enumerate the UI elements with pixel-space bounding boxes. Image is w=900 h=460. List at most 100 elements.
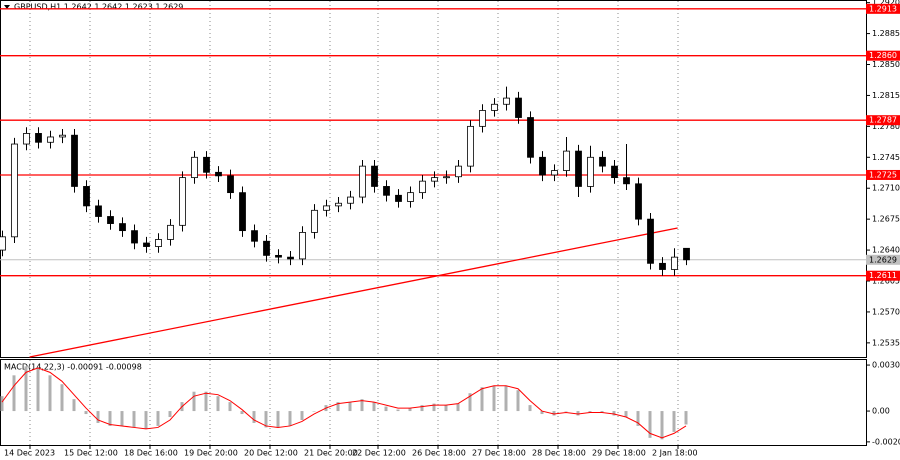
level-label: 1.2725: [869, 170, 897, 179]
macd-bar: [384, 406, 388, 412]
x-tick-label: 28 Dec 18:00: [532, 449, 586, 458]
level-label-box: [866, 50, 900, 61]
macd-bar: [168, 411, 172, 418]
candle-body: [611, 165, 618, 179]
macd-bar: [288, 411, 292, 426]
candle-body: [119, 223, 126, 232]
macd-bar: [492, 385, 496, 412]
macd-bar: [648, 411, 652, 438]
macd-bar: [420, 405, 424, 412]
candle-body: [35, 133, 42, 143]
macd-bar: [84, 411, 88, 415]
candle-body: [227, 175, 234, 194]
candle-body: [575, 150, 582, 187]
y-tick-label: 1.2640: [872, 246, 900, 255]
macd-bar: [60, 384, 64, 412]
x-tick-label: 29 Dec 18:00: [592, 449, 646, 458]
x-tick-label: 15 Dec 12:00: [64, 449, 118, 458]
candle-body: [23, 133, 30, 145]
candle-body: [419, 180, 426, 194]
x-tick-label: 18 Dec 16:00: [124, 449, 178, 458]
macd-bar: [228, 402, 232, 412]
candle-body: [323, 205, 330, 211]
candle-body: [431, 177, 438, 182]
candle-body: [203, 156, 210, 173]
macd-bar: [432, 403, 436, 412]
macd-bar: [588, 411, 592, 413]
y-tick-label: 1.2675: [872, 215, 900, 224]
candle-body: [635, 183, 642, 220]
candle-body: [311, 209, 318, 233]
macd-bar: [600, 411, 604, 413]
y-tick-label: 1.2920: [872, 0, 900, 7]
candle-body: [59, 134, 66, 138]
macd-title: MACD(14,22,3) -0.00091 -0.00098: [4, 363, 142, 372]
macd-bar: [336, 402, 340, 412]
macd-bar: [444, 405, 448, 412]
macd-bar: [120, 411, 124, 426]
macd-bar: [624, 411, 628, 418]
candle-body: [263, 240, 270, 256]
macd-bar: [456, 403, 460, 412]
candle-body: [287, 256, 294, 260]
macd-bar: [660, 411, 664, 440]
candle-body: [215, 171, 222, 177]
macd-bar: [72, 399, 76, 412]
x-tick-label: 22 Dec 12:00: [352, 449, 406, 458]
macd-bar: [516, 390, 520, 412]
candle-body: [491, 103, 498, 111]
candle-body: [527, 117, 534, 158]
macd-bar: [240, 411, 244, 415]
candle-body: [11, 143, 18, 238]
candle-body: [395, 194, 402, 202]
macd-bar: [24, 366, 28, 412]
macd-bar: [144, 411, 148, 429]
x-tick-label: 27 Dec 18:00: [472, 449, 526, 458]
macd-bar: [540, 411, 544, 415]
level-label-box: [866, 115, 900, 126]
y-tick-label: 1.2885: [872, 29, 900, 38]
y-tick-label: -0.00207: [872, 437, 900, 446]
candle-body: [143, 242, 150, 247]
macd-bar: [636, 411, 640, 426]
macd-bar: [276, 411, 280, 428]
last-price-label: 1.2629: [869, 255, 897, 264]
macd-bar: [300, 411, 304, 420]
candle-body: [95, 205, 102, 217]
candle-body: [683, 247, 690, 261]
y-tick-label: 1.2815: [872, 91, 900, 100]
candle-body: [539, 156, 546, 176]
macd-bar: [564, 411, 568, 412]
candle-body: [503, 97, 510, 105]
macd-bar: [156, 411, 160, 426]
macd-bar: [468, 393, 472, 412]
candle-body: [479, 110, 486, 127]
y-tick-label: 1.2570: [872, 307, 900, 316]
candle-body: [623, 177, 630, 185]
macd-bar: [48, 375, 52, 412]
candle-body: [467, 125, 474, 167]
candle-body: [515, 97, 522, 118]
x-tick-label: 19 Dec 20:00: [184, 449, 238, 458]
macd-bar: [528, 405, 532, 412]
candle-body: [563, 150, 570, 171]
x-tick-label: 21 Dec 20:00: [304, 449, 358, 458]
candle-body: [251, 230, 258, 242]
candle-body: [299, 232, 306, 260]
macd-bar: [372, 402, 376, 412]
candle-body: [551, 170, 558, 176]
macd-panel: [0, 359, 867, 446]
menu-arrow: [4, 5, 10, 9]
candle-body: [335, 202, 342, 207]
candle-body: [179, 177, 186, 226]
candle-body: [71, 134, 78, 187]
candle-body: [275, 254, 282, 258]
y-tick-label: 1.2850: [872, 60, 900, 69]
y-tick-label: 1.2535: [872, 338, 900, 347]
macd-bar: [12, 375, 16, 412]
y-tick-label: 0.00309: [872, 361, 900, 370]
macd-bar: [552, 411, 556, 416]
level-label: 1.2611: [869, 271, 897, 280]
macd-bar: [672, 411, 676, 432]
